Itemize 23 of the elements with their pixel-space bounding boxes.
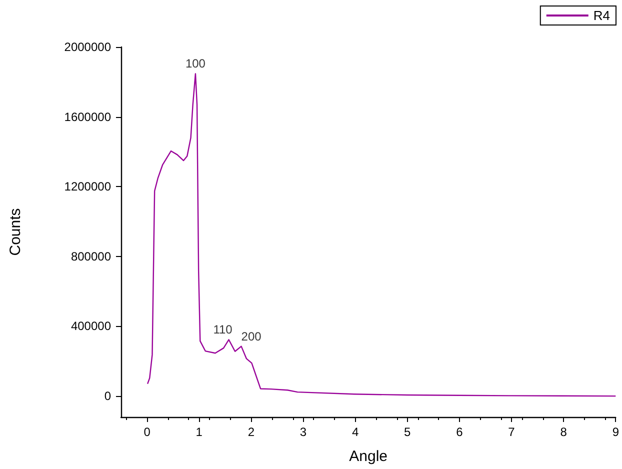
- y-tick-label: 400000: [70, 319, 112, 334]
- x-tick-label: 5: [404, 425, 412, 439]
- x-tick-label: 7: [508, 425, 516, 439]
- x-tick-label: 2: [248, 425, 255, 439]
- y-tick-label: 800000: [70, 249, 112, 264]
- x-tick-label: 3: [300, 425, 307, 439]
- x-tick-label: 1: [196, 425, 203, 439]
- x-axis-title: Angle: [349, 448, 388, 465]
- annotation: 100: [185, 56, 206, 71]
- annotation: 200: [241, 329, 262, 344]
- x-tick-label: 4: [352, 425, 359, 439]
- y-tick-label: 1600000: [64, 110, 112, 124]
- y-tick-label: 1200000: [64, 180, 112, 194]
- x-tick-label: 0: [144, 425, 151, 439]
- x-tick-label: 6: [456, 425, 464, 439]
- line-series: [146, 73, 616, 397]
- annotation: 110: [213, 322, 233, 337]
- x-tick-label: 9: [612, 425, 620, 439]
- y-tick-label: 0: [104, 389, 112, 404]
- x-tick-label: 8: [560, 425, 568, 439]
- y-axis-title: Counts: [7, 208, 24, 256]
- y-tick-label: 2000000: [64, 40, 112, 54]
- legend-label: R4: [593, 8, 610, 23]
